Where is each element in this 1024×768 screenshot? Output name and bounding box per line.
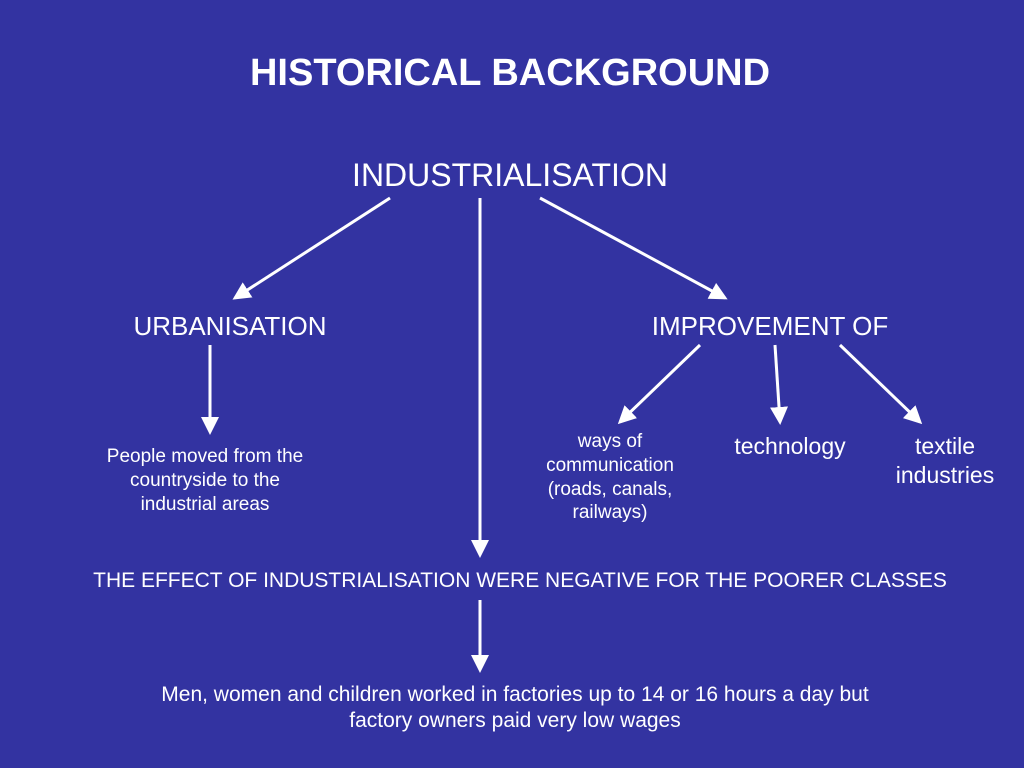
arrow-line	[540, 198, 725, 298]
arrow-line	[620, 345, 700, 422]
arrow-line	[775, 345, 780, 422]
node-effect-statement: THE EFFECT OF INDUSTRIALISATION WERE NEG…	[40, 568, 1000, 594]
arrow-line	[235, 198, 390, 298]
arrow-line	[840, 345, 920, 422]
slide-title: HISTORICAL BACKGROUND	[170, 50, 850, 98]
node-people-moved: People moved from the countryside to the…	[90, 445, 320, 516]
slide-canvas: HISTORICAL BACKGROUND INDUSTRIALISATION …	[0, 0, 1024, 768]
node-urbanisation: URBANISATION	[100, 310, 360, 343]
node-conclusion: Men, women and children worked in factor…	[130, 682, 900, 735]
node-technology: technology	[720, 432, 860, 461]
node-textile-industries: textile industries	[880, 432, 1010, 490]
node-improvement-of: IMPROVEMENT OF	[620, 310, 920, 343]
node-ways-of-communication: ways of communication (roads, canals, ra…	[525, 430, 695, 525]
arrows-layer	[0, 0, 1024, 768]
node-industrialisation: INDUSTRIALISATION	[280, 155, 740, 195]
